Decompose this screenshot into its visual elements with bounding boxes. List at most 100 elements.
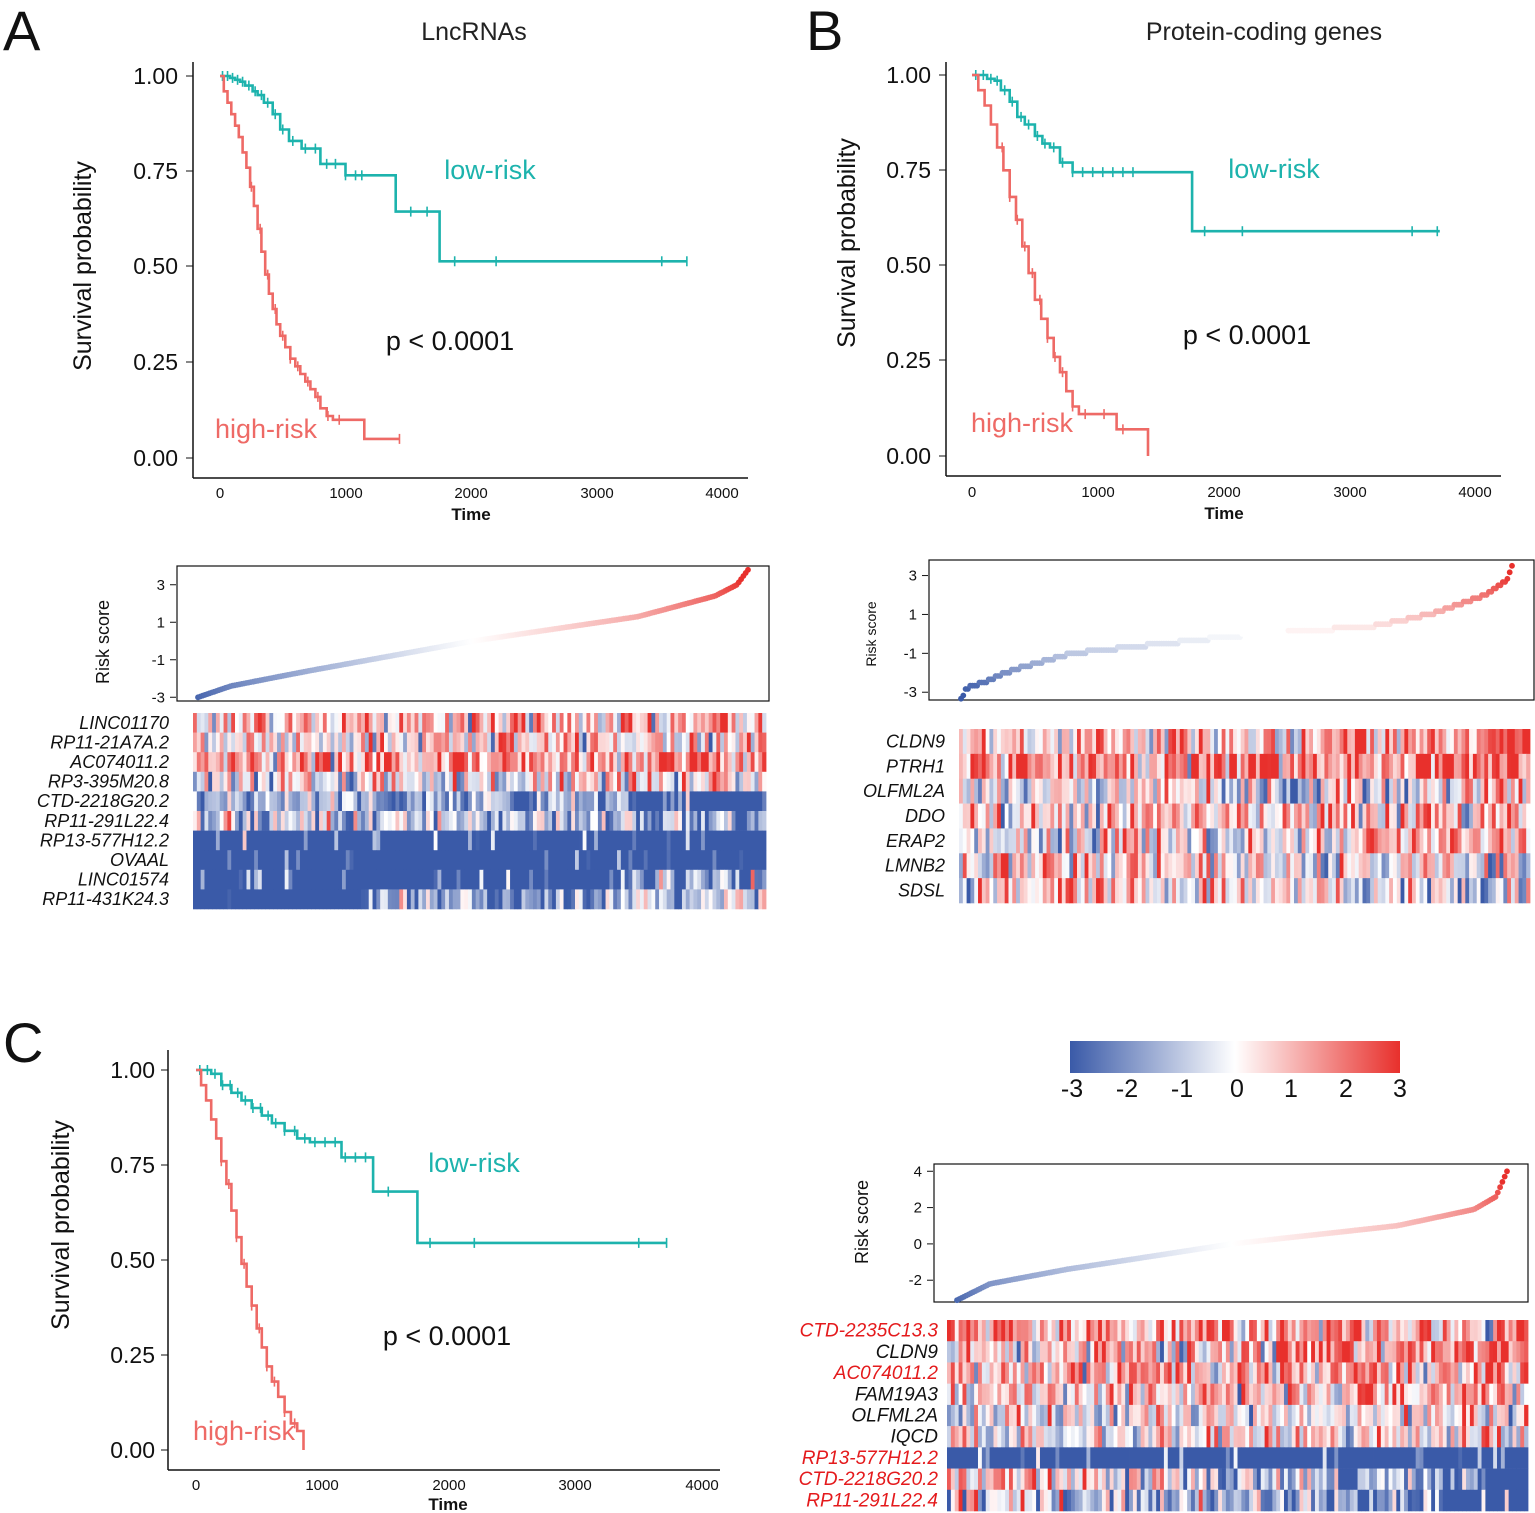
heatmap-cell bbox=[617, 889, 622, 910]
heatmap-cell bbox=[338, 771, 343, 792]
heatmap-cell bbox=[1411, 778, 1417, 804]
heatmap-cell bbox=[1385, 753, 1390, 780]
heatmap-cell bbox=[1245, 1341, 1250, 1363]
heatmap-cell bbox=[1497, 1404, 1502, 1427]
heatmap-cell bbox=[601, 771, 606, 792]
heatmap-cell bbox=[525, 752, 530, 773]
heatmap-cell bbox=[1305, 753, 1310, 780]
heatmap-cell bbox=[1286, 803, 1291, 829]
heatmap-cell bbox=[273, 752, 278, 773]
heatmap-cell bbox=[1411, 1383, 1417, 1406]
heatmap-cell bbox=[193, 713, 198, 733]
heatmap-cell bbox=[563, 771, 568, 792]
heatmap-cell bbox=[578, 889, 584, 910]
heatmap-cell bbox=[1248, 878, 1253, 904]
heatmap-cell bbox=[1353, 1341, 1358, 1363]
heatmap-cell bbox=[739, 811, 744, 831]
heatmap-cell bbox=[387, 869, 393, 890]
heatmap-cell bbox=[257, 752, 263, 773]
heatmap-cell bbox=[441, 752, 446, 773]
heatmap-cell bbox=[231, 713, 236, 733]
heatmap-cell bbox=[1293, 878, 1299, 904]
heatmap-cell bbox=[418, 811, 423, 831]
heatmap-cell bbox=[1504, 1426, 1510, 1448]
heatmap-cell bbox=[1070, 1404, 1076, 1427]
heatmap-cell bbox=[563, 752, 568, 773]
heatmap-cell bbox=[1381, 778, 1386, 804]
heatmap-cell bbox=[1286, 828, 1291, 854]
heatmap-cell bbox=[273, 811, 278, 831]
heatmap-cell bbox=[950, 1404, 956, 1427]
heatmap-cell bbox=[1264, 1489, 1269, 1512]
heatmap-cell bbox=[1373, 1489, 1378, 1512]
heatmap-cell bbox=[1255, 803, 1261, 829]
heatmap-cell bbox=[1122, 803, 1127, 829]
heatmap-cell bbox=[1070, 1320, 1076, 1342]
heatmap-cell bbox=[532, 791, 538, 812]
heatmap-cell bbox=[993, 803, 998, 829]
heatmap-cell bbox=[1130, 803, 1135, 829]
heatmap-cell bbox=[1252, 878, 1257, 904]
heatmap-cell bbox=[1012, 853, 1017, 879]
heatmap-cell bbox=[1450, 803, 1455, 829]
heatmap-cell bbox=[429, 713, 435, 733]
heatmap-cell bbox=[1260, 1383, 1266, 1406]
heatmap-cell bbox=[1054, 878, 1059, 904]
heatmap-cell bbox=[1179, 1362, 1184, 1384]
heatmap-cell bbox=[628, 889, 633, 910]
heatmap-cell bbox=[708, 869, 713, 890]
heatmap-cell bbox=[552, 771, 557, 792]
heatmap-cell bbox=[448, 811, 454, 831]
heatmap-cell bbox=[1311, 1489, 1316, 1512]
heatmap-cell bbox=[513, 830, 519, 851]
heatmap-cell bbox=[437, 771, 442, 792]
heatmap-cell bbox=[712, 869, 717, 890]
heatmap-cell bbox=[532, 869, 538, 890]
heatmap-cell bbox=[697, 811, 702, 831]
heatmap-cell bbox=[1442, 828, 1447, 854]
heatmap-cell bbox=[1516, 1404, 1521, 1427]
heatmap-cell bbox=[590, 732, 595, 753]
heatmap-cell bbox=[727, 791, 733, 812]
heatmap-cell bbox=[212, 732, 217, 753]
heatmap-cell bbox=[1252, 1341, 1258, 1363]
heatmap-cell bbox=[1466, 1489, 1471, 1512]
heatmap-cell bbox=[1090, 1468, 1095, 1491]
heatmap-cell bbox=[552, 889, 557, 910]
heatmap-cell bbox=[1194, 1468, 1200, 1491]
heatmap-cell bbox=[1206, 729, 1211, 755]
heatmap-cell bbox=[731, 889, 736, 910]
heatmap-cell bbox=[1495, 778, 1500, 804]
heatmap-cell bbox=[578, 811, 584, 831]
heatmap-cell bbox=[1183, 1404, 1188, 1427]
heatmap-cell bbox=[989, 828, 994, 854]
heatmap-cell bbox=[1404, 1341, 1409, 1363]
heatmap-cell bbox=[743, 732, 748, 753]
heatmap-cell bbox=[1012, 1447, 1018, 1469]
heatmap-cell bbox=[326, 811, 331, 831]
heatmap-cell bbox=[1039, 1468, 1045, 1491]
heatmap-cell bbox=[1260, 1489, 1266, 1512]
heatmap-cell bbox=[1466, 1362, 1471, 1384]
heatmap-cell bbox=[1435, 1447, 1440, 1469]
heatmap-cell bbox=[1004, 878, 1009, 904]
heatmap-cell bbox=[1113, 1426, 1118, 1448]
heatmap-cell bbox=[1330, 1341, 1335, 1363]
heatmap-cell bbox=[1241, 1362, 1246, 1384]
heatmap-cell bbox=[662, 713, 668, 733]
heatmap-cell bbox=[655, 752, 660, 773]
heatmap-cell bbox=[1303, 1426, 1308, 1448]
heatmap-cell bbox=[651, 830, 656, 851]
heatmap-cell bbox=[1202, 753, 1207, 780]
heatmap-cell bbox=[1145, 878, 1150, 904]
heatmap-cell bbox=[1369, 1320, 1374, 1342]
km-a-ytick-0.00: 0.00 bbox=[133, 445, 178, 471]
heatmap-cell bbox=[406, 791, 412, 812]
heatmap-cell bbox=[970, 878, 975, 904]
heatmap-cell bbox=[1088, 803, 1093, 829]
heatmap-cell bbox=[1070, 1489, 1076, 1512]
heatmap-cell bbox=[250, 771, 255, 792]
heatmap-cell bbox=[261, 791, 266, 812]
heatmap-cell bbox=[716, 713, 721, 733]
heatmap-cell bbox=[1335, 878, 1341, 904]
